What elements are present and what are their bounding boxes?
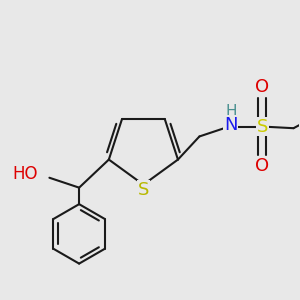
Text: HO: HO xyxy=(12,165,38,183)
Text: S: S xyxy=(256,118,268,136)
Text: O: O xyxy=(255,78,269,96)
Text: S: S xyxy=(138,181,149,199)
Text: O: O xyxy=(255,157,269,175)
Text: H: H xyxy=(225,104,236,119)
Text: N: N xyxy=(224,116,238,134)
